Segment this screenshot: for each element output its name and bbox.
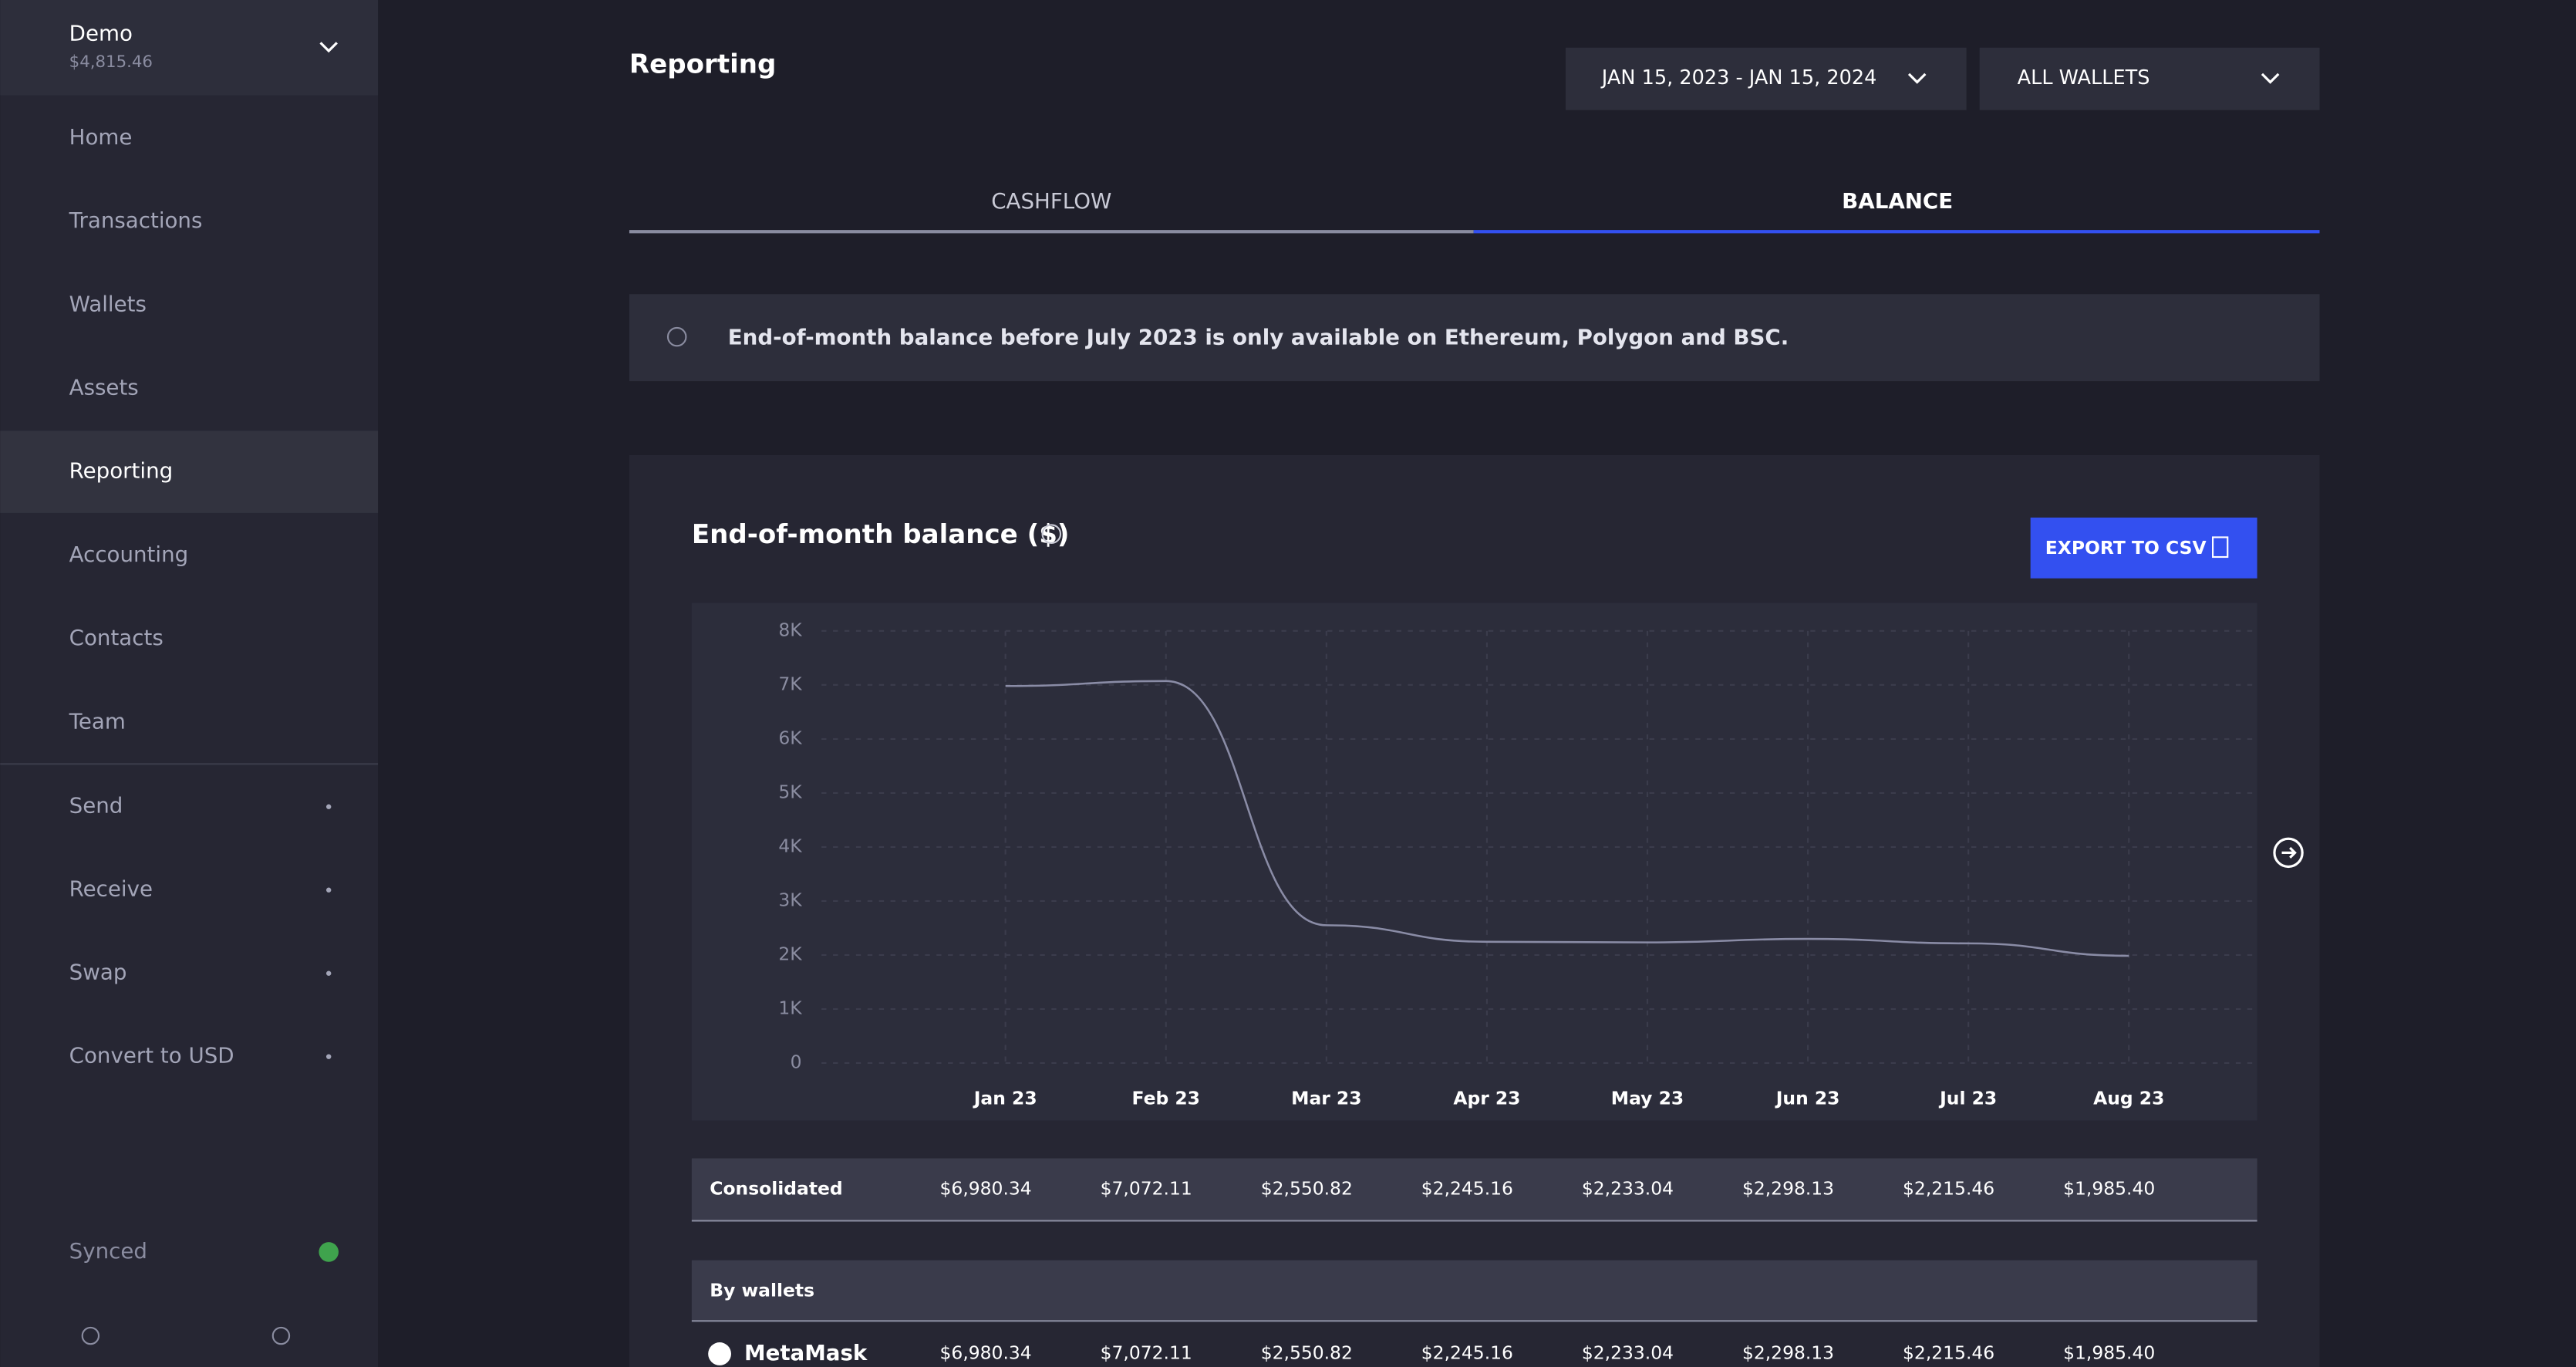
action-icon	[325, 970, 332, 976]
line	[1005, 680, 2129, 957]
chevron	[319, 42, 338, 53]
nav-active-bg	[0, 430, 379, 513]
cell-value: $2,245.16	[1421, 1342, 1513, 1363]
cell-value: $7,072.11	[1101, 1177, 1192, 1199]
row-label: Consolidated	[710, 1177, 842, 1199]
nav-item[interactable]: Contacts	[69, 625, 164, 650]
export-label: EXPORT TO CSV	[2045, 537, 2207, 559]
cell-value: $2,550.82	[1261, 1177, 1353, 1199]
cell-value: $2,215.46	[1903, 1342, 1994, 1363]
date-range: JAN 15, 2023 - JAN 15, 2024	[1600, 66, 1877, 89]
row-label: MetaMask	[744, 1340, 868, 1365]
nav-item[interactable]: Transactions	[69, 208, 203, 233]
action-icon	[325, 1054, 332, 1059]
action-icon	[325, 804, 332, 809]
arrow	[2281, 846, 2297, 859]
date-picker[interactable]	[1565, 47, 1967, 110]
action-item[interactable]: Swap	[69, 960, 127, 985]
chevron	[1907, 73, 1927, 84]
action-item[interactable]: Send	[69, 793, 123, 819]
cell-value: $2,233.04	[1582, 1342, 1674, 1363]
wallet-select[interactable]	[1979, 47, 2320, 110]
y-tick-label: 0	[791, 1051, 802, 1072]
action-item[interactable]: Convert to USD	[69, 1043, 234, 1068]
sync-status: Synced	[69, 1238, 147, 1264]
wallet-icon	[708, 1342, 731, 1365]
nav-item[interactable]: Assets	[69, 374, 139, 400]
nav-item[interactable]: Wallets	[69, 291, 147, 316]
y-tick-label: 2K	[778, 943, 802, 964]
wallet-filter: ALL WALLETS	[2018, 66, 2150, 89]
chart-title: End-of-month balance ($)	[692, 519, 1070, 550]
cell-value: $2,245.16	[1421, 1177, 1513, 1199]
x-tick-label: May 23	[1611, 1087, 1684, 1109]
account-balance: $4,815.46	[69, 52, 153, 72]
nav-item[interactable]: Team	[69, 708, 126, 734]
export-button[interactable]	[2030, 517, 2257, 579]
plot-area	[691, 602, 2257, 1121]
account-switcher[interactable]	[0, 0, 379, 96]
y-tick-label: 1K	[778, 997, 802, 1018]
sync-dot	[319, 1242, 339, 1262]
chevron	[2261, 73, 2280, 84]
section-row	[691, 1260, 2257, 1321]
cell-value: $1,985.40	[2063, 1342, 2155, 1363]
cell-value: $7,072.11	[1101, 1342, 1192, 1363]
x-tick-label: Jun 23	[1775, 1087, 1840, 1109]
nav-item[interactable]: Home	[69, 124, 133, 150]
notice-text: End-of-month balance before July 2023 is…	[728, 325, 1789, 350]
settings-icon[interactable]	[81, 1326, 100, 1345]
y-tick-label: 5K	[778, 781, 802, 802]
cell-value: $2,298.13	[1742, 1177, 1834, 1199]
next-arrow[interactable]	[2273, 837, 2304, 869]
action-item[interactable]: Receive	[69, 876, 153, 902]
y-tick-label: 8K	[778, 619, 802, 640]
tab[interactable]: CASHFLOW	[991, 188, 1111, 214]
x-tick-label: Jul 23	[1938, 1087, 1997, 1109]
nav-item[interactable]: Reporting	[69, 458, 174, 484]
x-tick-label: Jan 23	[973, 1087, 1037, 1109]
cell-value: $6,980.34	[940, 1342, 1032, 1363]
cell-value: $2,215.46	[1903, 1177, 1994, 1199]
help-icon[interactable]	[271, 1326, 291, 1345]
y-tick-label: 6K	[778, 727, 802, 748]
section-label: By wallets	[710, 1280, 814, 1301]
cell-value: $1,985.40	[2063, 1177, 2155, 1199]
y-tick-label: 4K	[778, 835, 802, 856]
info-icon	[1041, 524, 1062, 544]
x-tick-label: Aug 23	[2093, 1087, 2164, 1109]
consolidated-row	[691, 1158, 2257, 1221]
csv-icon	[2212, 536, 2229, 559]
notice	[629, 294, 2320, 382]
x-tick-label: Mar 23	[1291, 1087, 1361, 1109]
y-tick-label: 3K	[778, 889, 802, 910]
cell-value: $2,550.82	[1261, 1342, 1353, 1363]
cell-value: $2,233.04	[1582, 1177, 1674, 1199]
account-name: Demo	[69, 21, 133, 46]
tab-active[interactable]: BALANCE	[1842, 188, 1953, 214]
x-tick-label: Feb 23	[1132, 1087, 1200, 1109]
x-tick-label: Apr 23	[1453, 1087, 1520, 1109]
page-title: Reporting	[629, 49, 777, 80]
action-icon	[325, 887, 332, 893]
cell-value: $6,980.34	[940, 1177, 1032, 1199]
cell-value: $2,298.13	[1742, 1342, 1834, 1363]
sidebar	[0, 0, 379, 1367]
nav-item[interactable]: Accounting	[69, 542, 189, 567]
y-tick-label: 7K	[778, 673, 802, 694]
info-icon	[666, 326, 687, 347]
